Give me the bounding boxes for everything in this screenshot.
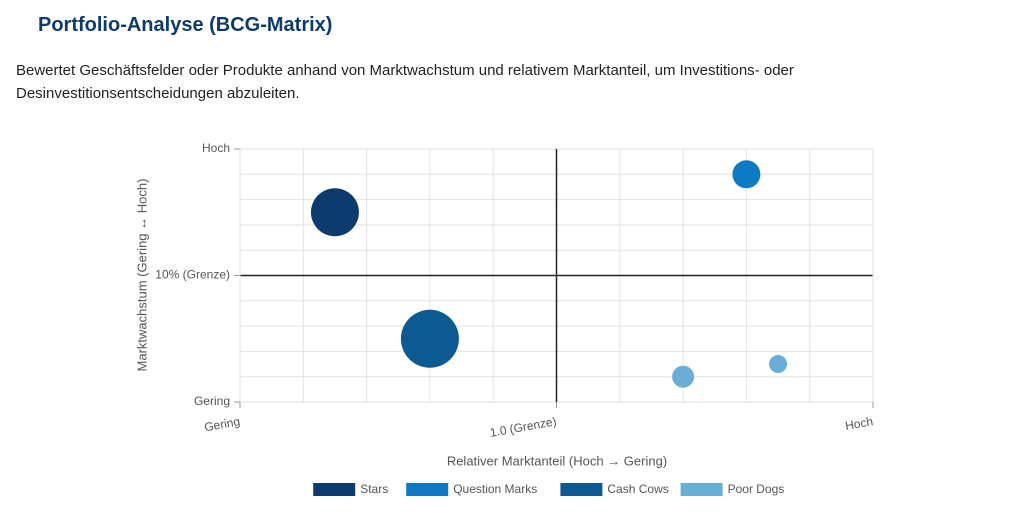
y-tick-label: 10% (Grenze) xyxy=(155,268,230,282)
bubble xyxy=(310,188,359,237)
bubble xyxy=(769,355,788,374)
x-tick-label: Hoch xyxy=(844,414,874,433)
x-axis-title: Relativer Marktanteil (Hoch → Gering) xyxy=(447,453,667,468)
legend-label: Stars xyxy=(360,482,388,496)
bubble xyxy=(400,309,459,368)
legend-label: Poor Dogs xyxy=(728,482,785,496)
legend-label: Question Marks xyxy=(453,482,537,496)
legend-swatch xyxy=(680,483,723,496)
y-axis-title: Marktwachstum (Gering ↔ Hoch) xyxy=(134,179,149,372)
legend-label: Cash Cows xyxy=(607,482,668,496)
legend-swatch xyxy=(560,483,603,496)
y-tick-label: Gering xyxy=(194,394,230,408)
legend-swatch xyxy=(406,483,449,496)
description: Bewertet Geschäftsfelder oder Produkte a… xyxy=(16,62,794,102)
page-title: Portfolio-Analyse (BCG-Matrix) xyxy=(38,14,333,36)
legend-swatch xyxy=(313,483,356,496)
bubble xyxy=(732,160,761,189)
x-tick-label: 1.0 (Grenze) xyxy=(489,414,558,439)
y-tick-label: Hoch xyxy=(202,141,230,155)
bubble xyxy=(672,365,695,388)
x-tick-label: Gering xyxy=(203,414,241,434)
